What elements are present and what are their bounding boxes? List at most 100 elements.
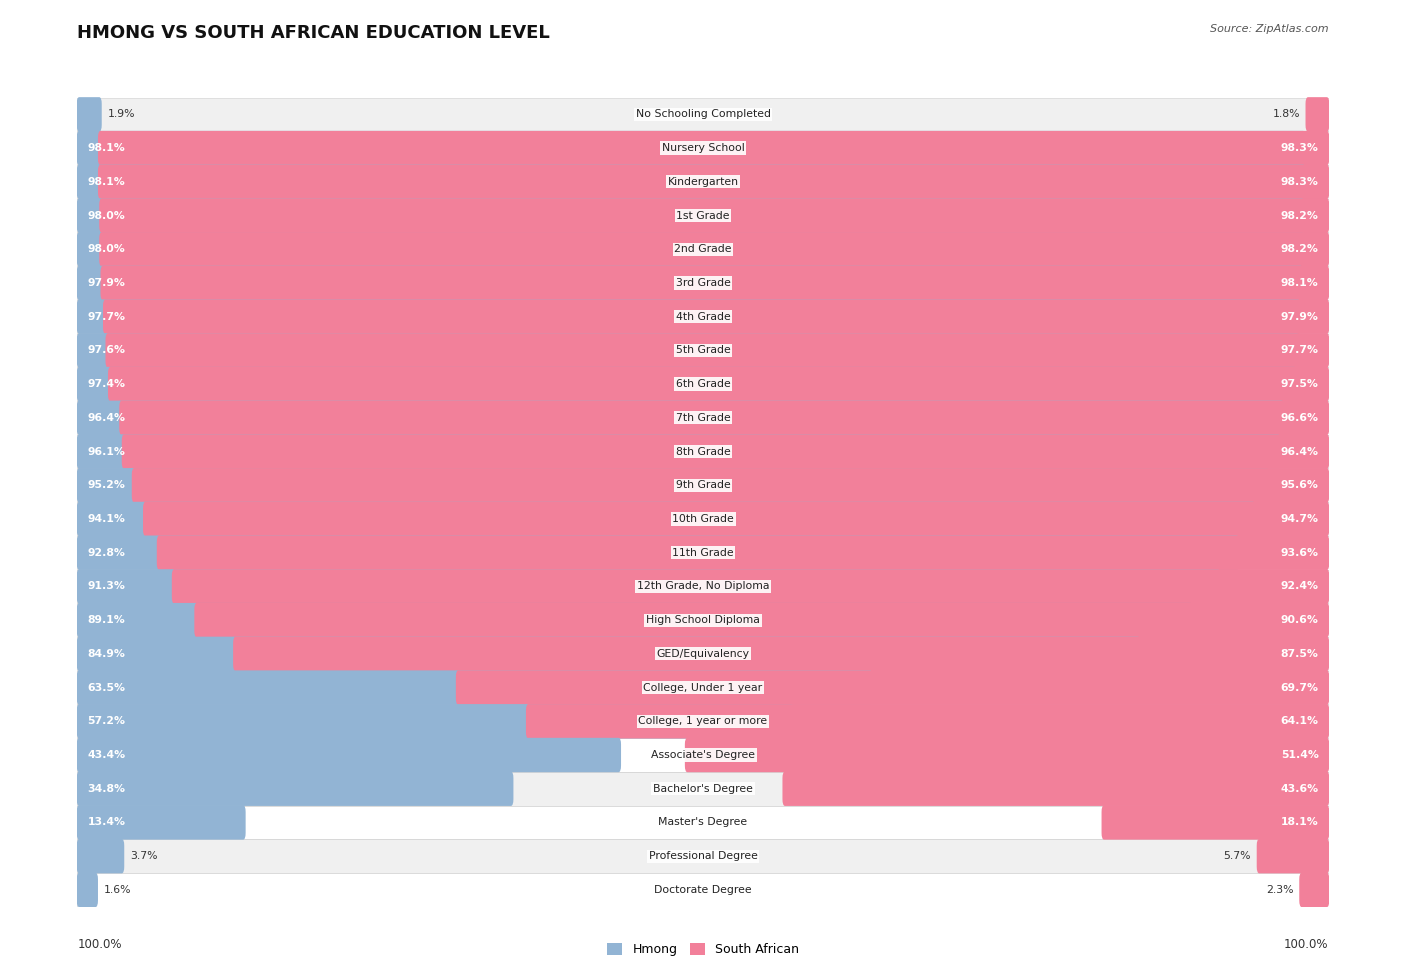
Text: 98.2%: 98.2% (1281, 244, 1319, 254)
Bar (77, 401, 1329, 435)
Bar (77, 98, 1329, 132)
Text: 87.5%: 87.5% (1281, 648, 1319, 659)
FancyBboxPatch shape (103, 299, 1329, 333)
Text: 64.1%: 64.1% (1281, 717, 1319, 726)
Text: 43.4%: 43.4% (87, 750, 125, 760)
FancyBboxPatch shape (98, 165, 1329, 199)
FancyBboxPatch shape (100, 232, 1329, 266)
Text: 98.3%: 98.3% (1281, 143, 1319, 153)
FancyBboxPatch shape (233, 637, 1329, 671)
FancyBboxPatch shape (77, 569, 1220, 604)
Bar (77, 704, 1329, 738)
Text: Master's Degree: Master's Degree (658, 817, 748, 828)
Text: College, 1 year or more: College, 1 year or more (638, 717, 768, 726)
Text: 89.1%: 89.1% (87, 615, 125, 625)
Text: 3.7%: 3.7% (129, 851, 157, 861)
FancyBboxPatch shape (77, 131, 1306, 166)
Text: 98.0%: 98.0% (87, 244, 125, 254)
Text: 12th Grade, No Diploma: 12th Grade, No Diploma (637, 581, 769, 592)
FancyBboxPatch shape (456, 671, 1329, 705)
FancyBboxPatch shape (1257, 838, 1329, 874)
Bar (77, 199, 1329, 232)
Bar (77, 569, 1329, 604)
Bar (77, 873, 1329, 907)
Text: 4th Grade: 4th Grade (676, 312, 730, 322)
Bar (77, 232, 1329, 266)
Text: Nursery School: Nursery School (662, 143, 744, 153)
FancyBboxPatch shape (77, 165, 1306, 199)
FancyBboxPatch shape (194, 603, 1329, 638)
FancyBboxPatch shape (526, 704, 1329, 738)
Bar (77, 468, 1329, 502)
FancyBboxPatch shape (132, 468, 1329, 502)
Text: 34.8%: 34.8% (87, 784, 125, 794)
Text: 1.6%: 1.6% (104, 885, 131, 895)
Bar (77, 637, 1329, 671)
Text: Kindergarten: Kindergarten (668, 176, 738, 187)
FancyBboxPatch shape (77, 838, 124, 874)
Text: 1.8%: 1.8% (1272, 109, 1301, 119)
FancyBboxPatch shape (77, 401, 1284, 435)
Text: 11th Grade: 11th Grade (672, 548, 734, 558)
Bar (77, 604, 1329, 637)
Legend: Hmong, South African: Hmong, South African (602, 938, 804, 961)
FancyBboxPatch shape (98, 131, 1329, 166)
Text: 90.6%: 90.6% (1281, 615, 1319, 625)
FancyBboxPatch shape (685, 738, 1329, 772)
FancyBboxPatch shape (77, 299, 1301, 333)
Text: 1st Grade: 1st Grade (676, 211, 730, 220)
Bar (77, 333, 1329, 368)
Bar (77, 839, 1329, 873)
Text: 100.0%: 100.0% (77, 938, 122, 951)
FancyBboxPatch shape (77, 502, 1256, 536)
FancyBboxPatch shape (77, 367, 1296, 402)
FancyBboxPatch shape (77, 873, 98, 907)
Text: 97.9%: 97.9% (87, 278, 125, 288)
FancyBboxPatch shape (122, 434, 1329, 469)
FancyBboxPatch shape (77, 671, 873, 705)
FancyBboxPatch shape (105, 333, 1329, 368)
FancyBboxPatch shape (783, 771, 1329, 806)
Text: 13.4%: 13.4% (87, 817, 125, 828)
Text: 98.2%: 98.2% (1281, 211, 1319, 220)
Text: 2nd Grade: 2nd Grade (675, 244, 731, 254)
Text: 98.1%: 98.1% (87, 143, 125, 153)
FancyBboxPatch shape (100, 198, 1329, 233)
Bar (77, 671, 1329, 704)
Text: High School Diploma: High School Diploma (647, 615, 759, 625)
Text: 84.9%: 84.9% (87, 648, 125, 659)
Bar (77, 300, 1329, 333)
FancyBboxPatch shape (77, 198, 1305, 233)
Text: 7th Grade: 7th Grade (676, 412, 730, 423)
Text: 97.9%: 97.9% (1281, 312, 1319, 322)
FancyBboxPatch shape (77, 333, 1299, 368)
FancyBboxPatch shape (77, 637, 1140, 671)
Text: 96.6%: 96.6% (1281, 412, 1319, 423)
Text: 98.0%: 98.0% (87, 211, 125, 220)
FancyBboxPatch shape (77, 266, 1303, 300)
Text: GED/Equivalency: GED/Equivalency (657, 648, 749, 659)
FancyBboxPatch shape (1299, 873, 1329, 907)
Bar (77, 738, 1329, 772)
FancyBboxPatch shape (157, 535, 1329, 570)
FancyBboxPatch shape (143, 502, 1329, 536)
Text: HMONG VS SOUTH AFRICAN EDUCATION LEVEL: HMONG VS SOUTH AFRICAN EDUCATION LEVEL (77, 24, 550, 42)
Text: 1.9%: 1.9% (107, 109, 135, 119)
Text: 69.7%: 69.7% (1281, 682, 1319, 692)
Text: 97.7%: 97.7% (1281, 345, 1319, 356)
Text: 96.1%: 96.1% (87, 447, 125, 456)
Text: 92.8%: 92.8% (87, 548, 125, 558)
Text: 63.5%: 63.5% (87, 682, 125, 692)
Text: 8th Grade: 8th Grade (676, 447, 730, 456)
Bar (77, 165, 1329, 199)
Text: 2.3%: 2.3% (1267, 885, 1294, 895)
Bar (77, 502, 1329, 536)
Text: No Schooling Completed: No Schooling Completed (636, 109, 770, 119)
Text: 95.2%: 95.2% (87, 481, 125, 490)
Text: 93.6%: 93.6% (1281, 548, 1319, 558)
Text: 5.7%: 5.7% (1223, 851, 1251, 861)
Text: College, Under 1 year: College, Under 1 year (644, 682, 762, 692)
Text: 95.6%: 95.6% (1281, 481, 1319, 490)
Text: 100.0%: 100.0% (1284, 938, 1329, 951)
FancyBboxPatch shape (77, 603, 1192, 638)
